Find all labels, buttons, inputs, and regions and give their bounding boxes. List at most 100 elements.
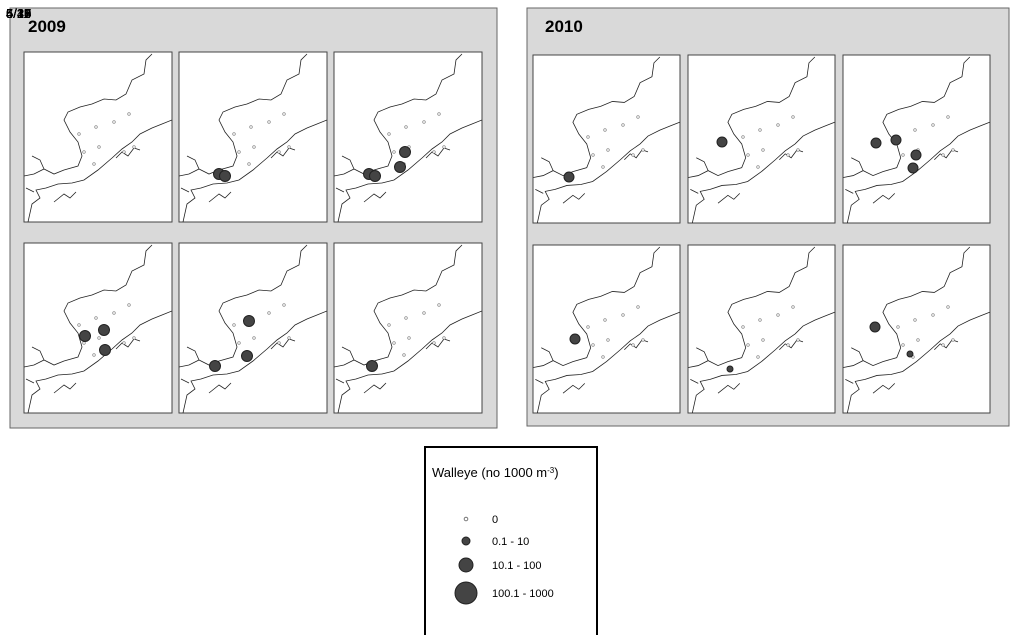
station-zero (901, 343, 905, 347)
station-zero (586, 325, 590, 329)
station-zero (621, 123, 625, 127)
station-catch (243, 315, 255, 327)
station-zero (282, 112, 286, 116)
station-zero (97, 336, 101, 340)
map-date: 4/26 (6, 6, 31, 21)
station-zero (232, 132, 236, 136)
map-frame (333, 242, 483, 414)
map-date: 5/25 (6, 6, 31, 21)
station-zero (232, 323, 236, 327)
station-zero (776, 123, 780, 127)
station-zero (127, 303, 131, 307)
map-frame (842, 244, 991, 414)
map (842, 244, 991, 414)
legend-label: 0.1 - 10 (492, 536, 529, 548)
map (23, 51, 173, 223)
station-zero (951, 148, 955, 152)
station-zero (741, 135, 745, 139)
map-frame (842, 54, 991, 224)
station-zero (112, 120, 116, 124)
station-zero (442, 145, 446, 149)
station-zero (796, 148, 800, 152)
legend-box (424, 446, 598, 635)
map-date: 5/18 (6, 6, 31, 21)
station-zero (92, 162, 96, 166)
station-zero (761, 338, 765, 342)
map (687, 54, 836, 224)
station-zero (94, 125, 98, 129)
station-zero (122, 341, 126, 345)
station-zero (631, 153, 635, 157)
station-zero (277, 341, 281, 345)
station-zero (746, 153, 750, 157)
station-zero (122, 150, 126, 154)
map-date: 4/19 (6, 6, 31, 21)
map-date: 5/4 (6, 6, 24, 21)
legend-title-part: -3 (547, 466, 555, 475)
station-catch (906, 350, 914, 358)
station-zero (631, 343, 635, 347)
station-zero (601, 355, 605, 359)
station-zero (746, 343, 750, 347)
station-zero (422, 120, 426, 124)
station-zero (913, 318, 917, 322)
station-zero (776, 313, 780, 317)
station-zero (941, 153, 945, 157)
map-frame (178, 51, 328, 223)
map (532, 54, 681, 224)
station-catch (394, 161, 406, 173)
station-zero (432, 150, 436, 154)
map-date: 5/11 (6, 6, 30, 21)
station-zero (77, 323, 81, 327)
station-catch (399, 146, 411, 158)
station-zero (252, 336, 256, 340)
station-zero (237, 341, 241, 345)
map-frame (532, 244, 681, 414)
station-zero (641, 148, 645, 152)
legend-symbol (463, 516, 469, 522)
station-zero (387, 323, 391, 327)
station-zero (402, 353, 406, 357)
station-zero (941, 343, 945, 347)
station-zero (636, 305, 640, 309)
station-zero (641, 338, 645, 342)
legend-title-part: Walleye (no 1000 m (432, 465, 547, 480)
map (333, 242, 483, 414)
station-zero (387, 132, 391, 136)
map-date: 5/10 (6, 6, 31, 21)
station-catch (870, 137, 882, 149)
station-catch (98, 324, 110, 336)
map-date: 5/3 (6, 6, 24, 21)
station-zero (77, 132, 81, 136)
station-zero (896, 325, 900, 329)
station-zero (282, 303, 286, 307)
station-zero (97, 145, 101, 149)
station-zero (796, 338, 800, 342)
station-zero (404, 316, 408, 320)
station-zero (756, 165, 760, 169)
station-zero (407, 336, 411, 340)
station-zero (92, 353, 96, 357)
map (532, 244, 681, 414)
station-zero (287, 145, 291, 149)
station-zero (758, 128, 762, 132)
legend-symbol (458, 557, 474, 573)
legend-symbol (461, 536, 471, 546)
station-zero (437, 303, 441, 307)
map-frame (333, 51, 483, 223)
map (687, 244, 836, 414)
station-zero (112, 311, 116, 315)
station-catch (241, 350, 253, 362)
station-zero (931, 123, 935, 127)
station-zero (606, 148, 610, 152)
legend-title: Walleye (no 1000 m-3) (432, 465, 559, 480)
station-catch (726, 365, 734, 373)
station-catch (716, 136, 728, 148)
panel-title: 2010 (545, 17, 583, 36)
station-zero (946, 305, 950, 309)
station-zero (404, 125, 408, 129)
station-zero (601, 165, 605, 169)
station-catch (563, 171, 575, 183)
map-frame (532, 54, 681, 224)
